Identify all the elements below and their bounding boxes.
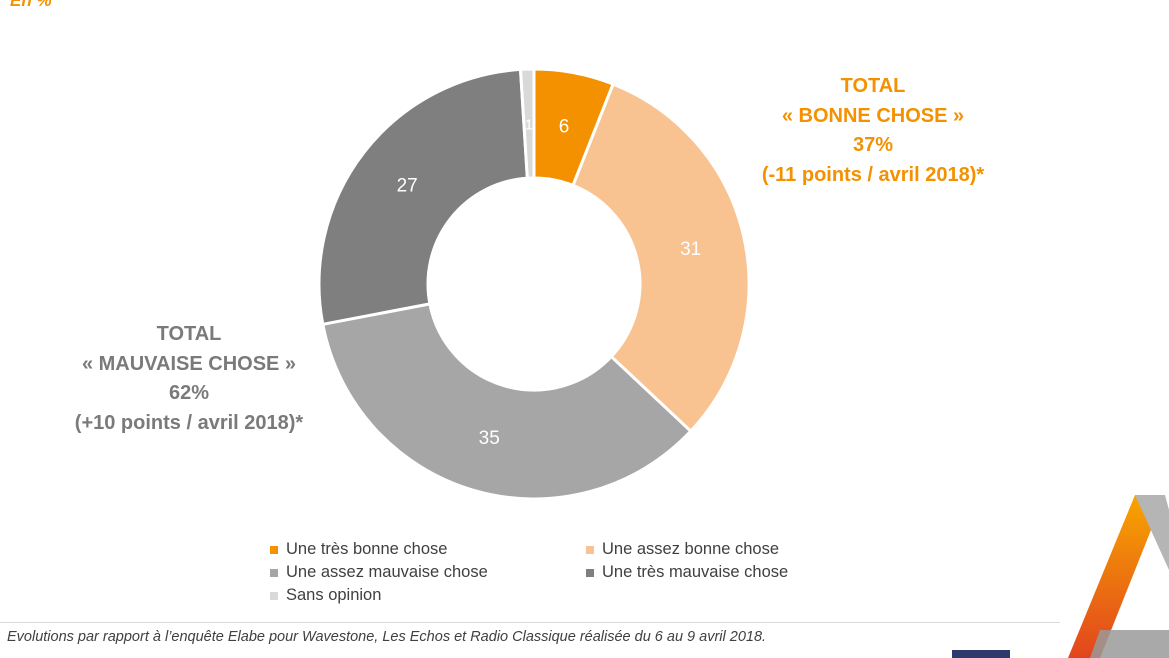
donut-value-label: 31 [680,239,701,260]
donut-value-label: 35 [479,428,500,449]
total-good-label: « BONNE CHOSE » [781,104,965,127]
legend-label: Une très bonne chose [286,540,448,558]
total-good-delta: (-11 points / avril 2018)* [761,163,985,186]
total-good-callout: TOTAL « BONNE CHOSE » 37% (-11 points / … [728,72,1018,190]
legend-swatch [586,568,594,577]
total-good-value: 37% [852,134,894,156]
brand-logo-icon [1068,495,1169,658]
footnote-divider [0,622,1060,623]
legend-label: Une assez mauvaise chose [286,563,488,581]
legend-label: Sans opinion [286,586,382,604]
legend-swatch [270,591,278,600]
footer-tab [952,650,1010,658]
donut-slice [317,67,529,327]
legend-label: Une assez bonne chose [602,540,780,558]
total-bad-label: « MAUVAISE CHOSE » [81,352,297,375]
donut-value-label: 6 [559,116,570,137]
unit-label: En % [10,0,52,10]
donut-value-label: 27 [397,176,418,197]
chart-legend: Une très bonne chose Une assez bonne cho… [270,539,846,606]
total-bad-value: 62% [168,382,210,404]
footnote: Evolutions par rapport à l’enquête Elabe… [7,629,767,645]
legend-item: Une assez mauvaise chose [270,562,586,583]
donut-value-label: 1 [525,117,533,134]
donut-slice [518,67,536,180]
total-bad-heading: TOTAL [156,323,222,345]
donut-chart: 6 31 35 27 1 [317,67,751,501]
legend-item: Une très mauvaise chose [586,562,846,583]
legend-swatch [586,545,594,554]
legend-item: Sans opinion [270,585,586,606]
total-bad-callout: TOTAL « MAUVAISE CHOSE » 62% (+10 points… [44,320,334,438]
total-good-heading: TOTAL [840,75,906,97]
legend-swatch [270,568,278,577]
legend-swatch [270,545,278,554]
total-bad-delta: (+10 points / avril 2018)* [74,411,304,434]
donut-slice [571,82,751,434]
donut-slice [321,302,693,501]
legend-item: Une très bonne chose [270,539,586,560]
legend-label: Une très mauvaise chose [602,563,789,581]
legend-item: Une assez bonne chose [586,539,846,560]
